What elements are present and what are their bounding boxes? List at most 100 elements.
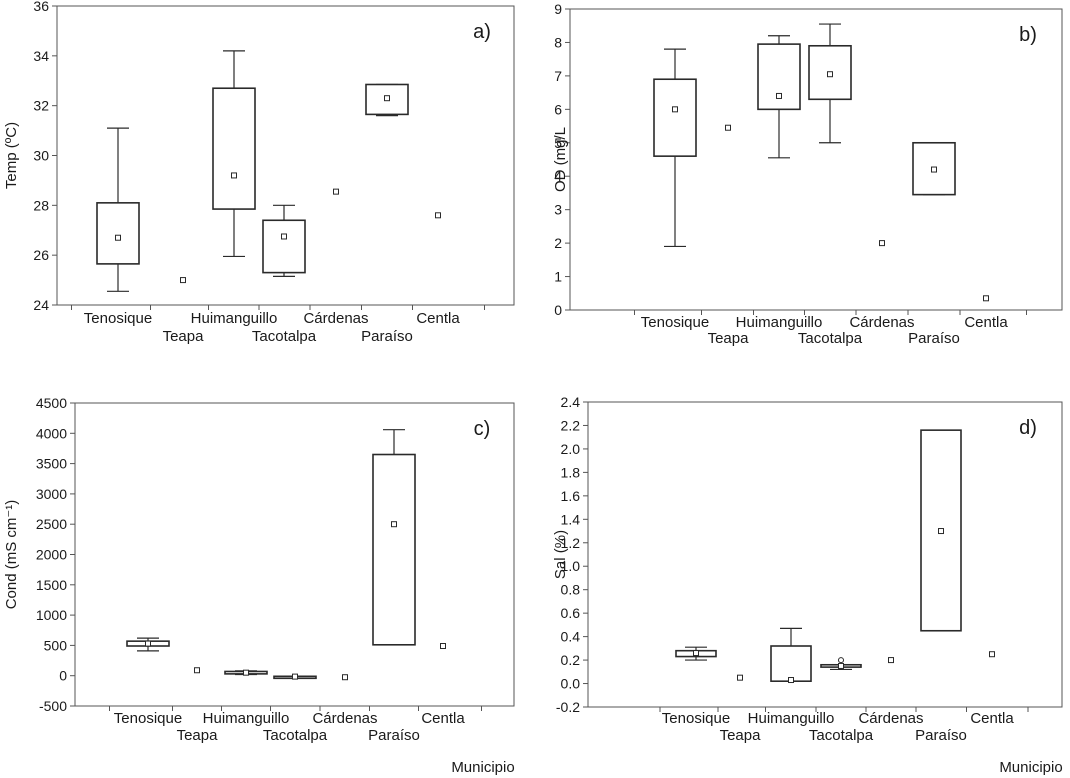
y-axis-label: Cond (mS cm⁻¹) [3,500,20,610]
median-marker [391,521,397,528]
median-marker [115,234,121,241]
y-tick-label: 0.4 [561,629,581,645]
y-tick-label: 3500 [36,456,67,472]
box-huimanguillo [224,669,268,676]
y-tick-label: 1.4 [561,511,581,527]
y-tick-label: 28 [33,197,49,213]
y-tick-label: 26 [33,247,49,263]
box-centla [435,212,441,219]
x-tick-label: Paraíso [908,330,960,347]
x-tick-label: Tacotalpa [263,727,328,744]
panel-label: d) [1019,417,1037,439]
median-marker [384,95,390,102]
box-iqr [770,645,812,682]
box-tacotalpa [273,673,317,680]
box-tenosique [126,637,170,652]
y-tick-label: 1500 [36,577,67,593]
y-tick-label: 4 [554,168,562,184]
x-tick-label: Cárdenas [849,314,914,331]
x-tick-label: Huimanguillo [748,710,835,727]
y-tick-label: 36 [33,0,49,14]
box-paraíso [912,141,956,196]
median-marker [788,677,794,684]
box-tenosique [675,646,717,661]
y-tick-label: 1.8 [561,464,581,480]
x-axis-label: Municipio [451,759,514,776]
y-tick-label: 30 [33,148,49,164]
y-tick-label: 4000 [36,425,67,441]
y-tick-label: 1.2 [561,535,581,551]
y-tick-label: 0.6 [561,605,581,621]
y-tick-label: 0.0 [561,676,581,692]
box-cárdenas [342,674,348,681]
y-tick-label: 2.2 [561,417,581,433]
y-tick-label: 5 [554,135,562,151]
y-tick-label: 32 [33,98,49,114]
median-marker [888,657,894,664]
x-tick-label: Teapa [163,328,205,345]
median-marker [983,295,989,302]
x-tick-label: Cárdenas [312,710,377,727]
y-tick-label: 6 [554,101,562,117]
y-tick-label: 1 [554,269,562,285]
x-tick-label: Teapa [708,330,750,347]
x-tick-label: Centla [416,310,460,327]
x-tick-label: Teapa [720,727,762,744]
plot-frame [74,402,515,707]
x-tick-label: Teapa [177,727,219,744]
y-tick-label: 2.4 [561,394,581,410]
box-iqr [212,87,256,210]
y-tick-label: 2 [554,235,562,251]
box-cárdenas [879,240,885,247]
box-tacotalpa [820,657,862,671]
y-tick-label: 24 [33,297,49,313]
box-iqr [262,219,306,274]
panel-label: a) [473,21,491,43]
x-tick-label: Centla [421,710,465,727]
y-tick-label: 1.6 [561,488,581,504]
x-tick-label: Cárdenas [858,710,923,727]
median-marker [440,643,446,650]
x-tick-label: Tenosique [641,314,709,331]
median-marker [776,92,782,99]
y-axis-label: Sal (%) [552,530,569,579]
y-tick-label: 0.8 [561,582,581,598]
box-teapa [180,277,186,284]
box-paraíso [372,429,416,646]
box-teapa [725,124,731,131]
y-tick-label: 34 [33,48,49,64]
box-tacotalpa [262,204,306,277]
median-marker [145,640,151,647]
median-marker [938,528,944,535]
y-tick-label: 1.0 [561,558,581,574]
x-tick-label: Tacotalpa [809,727,874,744]
median-marker [435,212,441,219]
box-iqr [96,202,140,265]
median-marker [333,188,339,195]
y-tick-label: 7 [554,68,562,84]
x-tick-label: Tenosique [114,710,182,727]
x-tick-label: Tenosique [84,310,152,327]
x-tick-label: Paraíso [368,727,420,744]
box-tenosique [96,127,140,292]
x-tick-label: Paraíso [361,328,413,345]
box-tacotalpa [808,23,852,144]
outlier-marker [838,657,844,664]
y-tick-label: 3000 [36,486,67,502]
x-tick-label: Centla [970,710,1014,727]
y-tick-label: 2000 [36,547,67,563]
y-tick-label: 9 [554,1,562,17]
y-tick-label: -500 [39,698,67,714]
box-cárdenas [333,188,339,195]
median-marker [281,233,287,240]
y-tick-label: 4500 [36,395,67,411]
y-tick-label: -0.2 [556,699,580,715]
panel-d: -0.2 0.0 0.2 0.4 0.6 0.8 1.0 1.2 1.4 1.6 1.8 2.0 2.2… [552,394,1063,744]
box-tenosique [653,48,697,248]
x-tick-label: Tacotalpa [798,330,863,347]
x-axis-label: Municipio [999,759,1062,776]
y-tick-label: 3 [554,202,562,218]
median-marker [231,172,237,179]
plot-frame [569,8,1063,311]
box-paraíso [365,83,409,117]
